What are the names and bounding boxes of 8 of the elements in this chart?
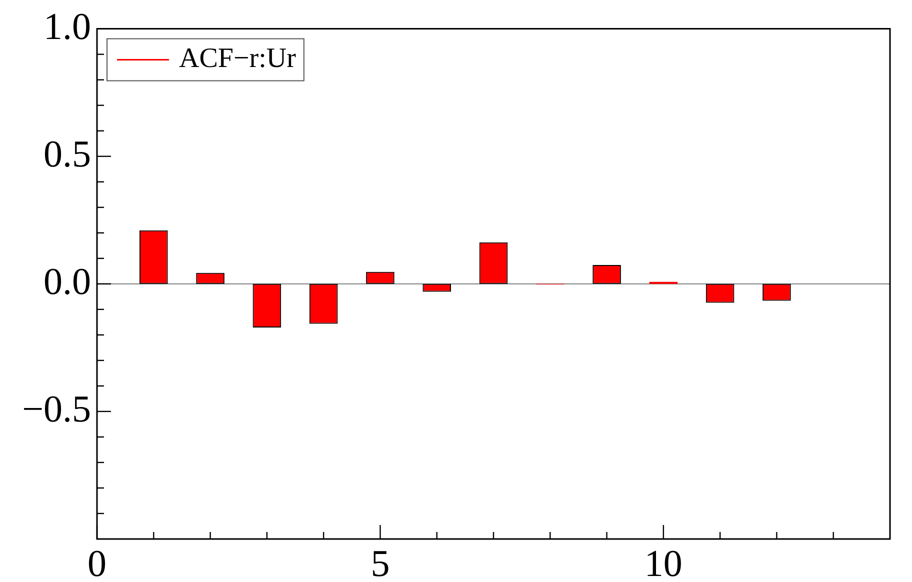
y-tick-label: 0.0 [44, 260, 91, 303]
x-tick-label: 0 [88, 542, 106, 582]
x-tick-label: 5 [370, 542, 390, 582]
y-tick-label: 1.0 [44, 6, 91, 48]
y-tick-label: 0.5 [44, 133, 91, 176]
x-tick-label: 10 [644, 542, 682, 582]
legend-label: ACF−r:Ur [179, 43, 297, 74]
y-tick-label: −0.5 [22, 388, 91, 430]
